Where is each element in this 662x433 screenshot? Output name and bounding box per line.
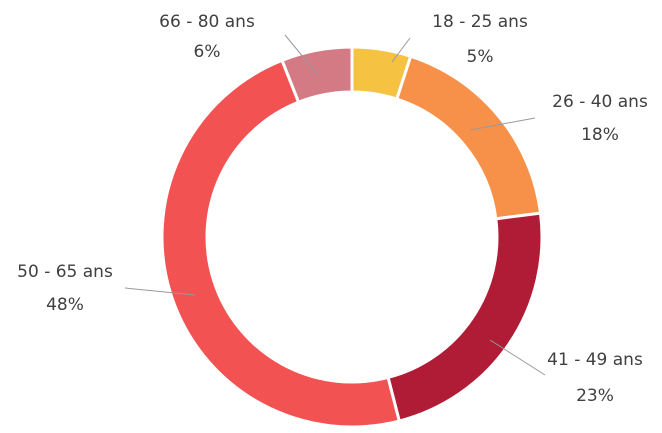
value-label: 6%	[194, 42, 221, 62]
leader-line	[469, 117, 536, 131]
value-label: 48%	[46, 295, 84, 315]
donut-slice	[394, 54, 543, 221]
leader-line	[391, 37, 411, 63]
value-label: 18%	[581, 125, 619, 145]
donut-slice	[160, 58, 402, 429]
donut-slice	[386, 211, 544, 423]
category-label: 66 - 80 ans	[159, 12, 255, 32]
leader-line	[489, 339, 546, 376]
leader-line	[284, 34, 319, 76]
value-label: 23%	[576, 386, 614, 406]
value-label: 5%	[467, 47, 494, 67]
leader-line	[124, 287, 196, 296]
category-label: 26 - 40 ans	[552, 92, 648, 112]
category-label: 18 - 25 ans	[432, 12, 528, 32]
category-label: 41 - 49 ans	[547, 350, 643, 370]
category-label: 50 - 65 ans	[17, 262, 113, 282]
